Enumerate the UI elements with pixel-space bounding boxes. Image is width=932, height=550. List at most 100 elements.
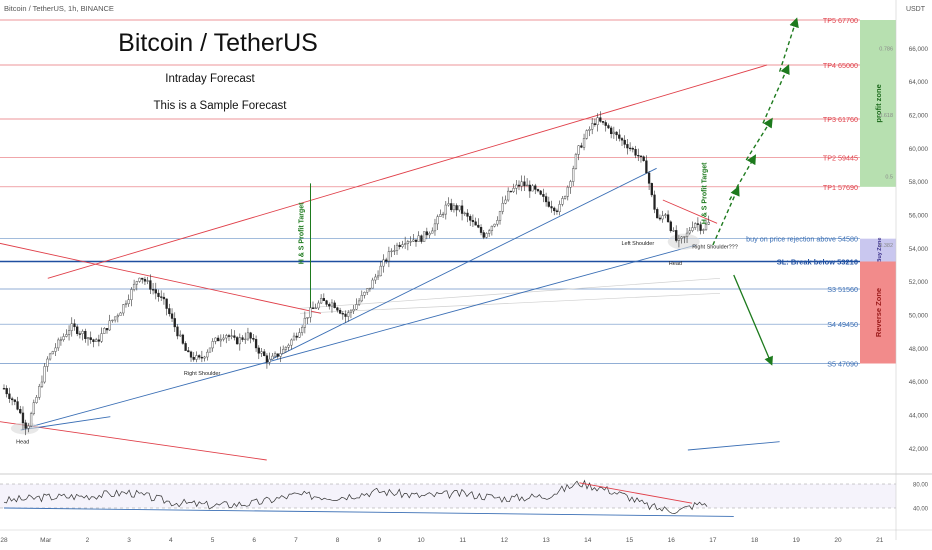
candle-body: [612, 131, 616, 135]
candle-body: [664, 214, 667, 216]
time-tick: 8: [336, 537, 340, 544]
price-tick: 66,000: [909, 46, 929, 53]
candle-body: [206, 351, 209, 358]
candle-body: [588, 129, 591, 131]
candle-body: [76, 326, 79, 334]
forecast-arrow: [728, 154, 757, 201]
candle-body: [666, 214, 670, 223]
candle-body: [650, 183, 653, 196]
candle-body: [325, 300, 328, 305]
candle-body: [669, 221, 672, 232]
candle-body: [601, 121, 605, 123]
candle-body: [604, 122, 607, 126]
forecast-arrow: [762, 64, 790, 124]
currency-label: USDT: [906, 6, 926, 13]
forecast-arrows-layer: [712, 17, 799, 366]
forecast-arrow: [745, 117, 773, 161]
time-tick: 16: [668, 537, 676, 544]
candle-body: [631, 148, 634, 150]
candle-body: [504, 199, 507, 204]
time-tick: 19: [793, 537, 801, 544]
right-shoulder-label-1: Right Shoulder: [184, 371, 221, 377]
levels-layer: TP5 67700 TP4 65000 TP3 61760 TP2 59445 TP1 …: [0, 16, 860, 369]
candle-body: [675, 230, 678, 241]
candle-body: [86, 337, 90, 339]
candle-body: [306, 317, 309, 319]
mid-support-line: [266, 167, 657, 363]
time-tick: 13: [542, 537, 550, 544]
candle-body: [496, 220, 499, 225]
candle-body: [658, 217, 662, 220]
candle-body: [490, 225, 494, 231]
candle-body: [46, 358, 49, 367]
candle-body: [311, 307, 315, 309]
candle-body: [479, 227, 483, 233]
candle-body: [520, 181, 523, 187]
price-tick: 44,000: [909, 413, 929, 420]
candle-body: [309, 307, 312, 318]
candle-body: [62, 336, 65, 341]
candle-body: [620, 138, 624, 141]
level-label-tp4: TP4 65000: [823, 61, 858, 70]
rsi-red-trend: [579, 482, 693, 504]
candle-body: [216, 337, 220, 342]
candle-body: [235, 337, 239, 345]
time-tick: 18: [751, 537, 759, 544]
candle-body: [542, 194, 545, 197]
candles-layer: [2, 111, 710, 436]
candle-body: [637, 155, 640, 157]
candle-body: [341, 313, 344, 315]
candle-body: [124, 303, 128, 305]
chart-note: This is a Sample Forecast: [154, 100, 288, 112]
candle-body: [105, 328, 109, 331]
candle-body: [390, 250, 393, 253]
candle-body: [422, 231, 426, 242]
candle-body: [428, 232, 431, 236]
candle-body: [677, 238, 681, 241]
candle-body: [35, 397, 38, 403]
time-tick: 3: [127, 537, 131, 544]
price-tick: 58,000: [909, 179, 929, 186]
candle-body: [525, 184, 529, 187]
time-tick: 28: [0, 537, 8, 544]
candle-body: [376, 275, 380, 278]
candle-body: [406, 241, 410, 244]
candle-body: [263, 351, 266, 356]
candle-body: [214, 337, 217, 342]
candle-body: [344, 313, 347, 317]
candle-body: [173, 318, 176, 328]
candle-body: [409, 241, 412, 243]
candle-body: [333, 302, 336, 308]
time-tick: 15: [626, 537, 634, 544]
candle-body: [699, 224, 702, 231]
candle-body: [436, 216, 439, 225]
candle-body: [357, 300, 361, 305]
level-label-s5: S5 47090: [827, 360, 858, 369]
candle-body: [482, 232, 485, 238]
candle-body: [349, 310, 353, 313]
candle-body: [32, 402, 35, 414]
buy-zone: [860, 238, 896, 262]
candle-body: [265, 355, 269, 363]
candle-body: [488, 230, 491, 234]
candle-body: [208, 347, 212, 353]
candle-body: [550, 206, 553, 209]
candle-body: [591, 123, 594, 130]
candle-body: [563, 196, 567, 199]
candle-body: [279, 353, 282, 357]
level-label-s3: S3 51560: [827, 285, 858, 294]
candle-body: [477, 224, 480, 228]
candle-body: [577, 145, 580, 155]
candle-body: [534, 185, 537, 190]
candle-body: [8, 393, 11, 399]
forecast-arrow: [712, 185, 740, 246]
candle-body: [314, 307, 317, 310]
candle-body: [319, 298, 323, 304]
candle-body: [672, 230, 675, 232]
reverse-zone: [860, 261, 896, 364]
candle-body: [257, 347, 260, 354]
candle-body: [48, 353, 52, 360]
candle-body: [509, 190, 513, 193]
candle-body: [347, 312, 350, 317]
